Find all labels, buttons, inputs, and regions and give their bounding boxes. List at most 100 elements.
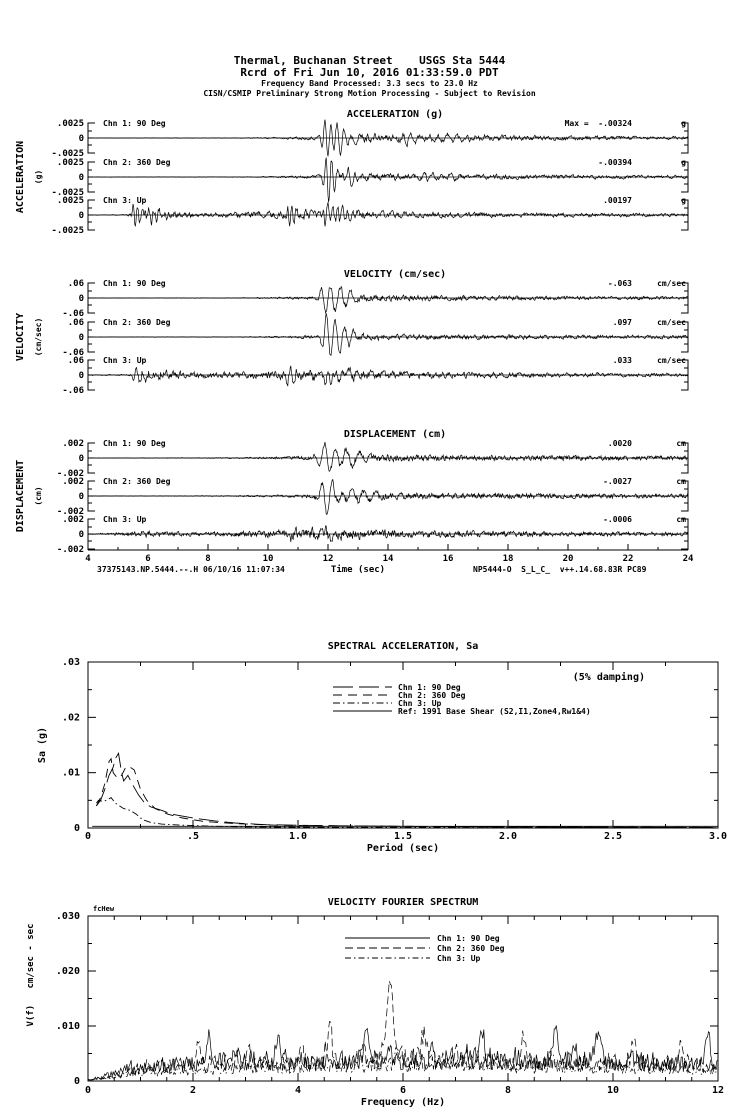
processing-code-footer: NP5444-O S_L_C_ v++.14.68.83R PC89 [473, 565, 647, 574]
group-title: DISPLACEMENT (cm) [344, 429, 446, 440]
scale-top-label: .0025 [57, 158, 84, 168]
fourier-x-tick: 2 [190, 1085, 196, 1096]
scale-top-label: .06 [68, 356, 84, 366]
time-tick-label: 24 [683, 554, 694, 564]
waveform-trace [88, 119, 689, 157]
sa-x-tick: 0 [85, 831, 91, 842]
time-tick-label: 4 [85, 554, 91, 564]
sa-x-tick: 1.0 [289, 831, 307, 842]
scale-bottom-label: -.002 [57, 469, 84, 479]
group-title: VELOCITY (cm/sec) [344, 269, 446, 280]
fourier-x-axis-label: Frequency (Hz) [361, 1097, 445, 1108]
sa-x-axis-label: Period (sec) [367, 842, 439, 854]
scale-top-label: .0025 [57, 196, 84, 206]
legend-entry: Chn 1: 90 Deg [398, 683, 461, 692]
waveform-trace [87, 202, 689, 227]
scale-top-label: .002 [62, 515, 84, 525]
legend-entry: Chn 3: Up [437, 954, 481, 963]
scale-top-label: .06 [68, 318, 84, 328]
waveform-trace [88, 365, 689, 387]
scale-bottom-label: -.0025 [51, 226, 84, 236]
channel-label: Chn 2: 360 Deg [103, 158, 171, 167]
fourier-curve [88, 1025, 718, 1081]
fourier-title: VELOCITY FOURIER SPECTRUM [328, 897, 479, 908]
side-axis-unit: (cm) [34, 486, 43, 505]
fourier-curve [88, 980, 718, 1081]
channel-label: Chn 3: Up [103, 356, 147, 365]
peak-unit: g [681, 196, 686, 205]
sa-curve [96, 796, 718, 829]
scale-zero-label: 0 [79, 211, 84, 221]
channel-label: Chn 1: 90 Deg [103, 439, 166, 448]
legend-entry: Chn 3: Up [398, 699, 442, 708]
sa-y-tick: .03 [62, 657, 80, 668]
time-tick-label: 6 [145, 554, 150, 564]
sa-x-tick: 2.5 [604, 831, 622, 842]
channel-label: Chn 1: 90 Deg [103, 119, 166, 128]
side-axis-unit: (g) [34, 170, 43, 184]
peak-unit: cm [676, 477, 686, 486]
sa-x-tick: .5 [187, 831, 199, 842]
sa-title: SPECTRAL ACCELERATION, Sa [328, 641, 479, 652]
scale-zero-label: 0 [79, 173, 84, 183]
waveform-trace [87, 525, 688, 542]
scale-zero-label: 0 [79, 333, 84, 343]
scale-zero-label: 0 [79, 294, 84, 304]
peak-unit: cm/sec [657, 279, 686, 288]
peak-unit: g [681, 158, 686, 167]
side-axis-unit: (cm/sec) [34, 318, 43, 357]
scale-bottom-label: -.002 [57, 507, 84, 517]
damping-annotation: (5% damping) [573, 671, 645, 683]
scale-bottom-label: -.002 [57, 545, 84, 555]
waveform-trace [87, 285, 689, 315]
legend-entry: Ref: 1991 Base Shear (S2,I1,Zone4,Rw1&4) [398, 707, 591, 716]
side-axis-label: VELOCITY [15, 313, 26, 361]
peak-unit: cm [676, 439, 686, 448]
peak-value: .0020 [608, 439, 632, 448]
right-scale-bracket [681, 359, 689, 391]
time-tick-label: 20 [563, 554, 574, 564]
scale-top-label: .002 [62, 477, 84, 487]
scale-zero-label: 0 [79, 530, 84, 540]
sa-y-axis-label: Sa (g) [37, 727, 48, 763]
fourier-y-tick: 0 [74, 1076, 80, 1087]
processing-disclaimer: CISN/CSMIP Preliminary Strong Motion Pro… [203, 89, 536, 98]
fourier-x-tick: 6 [400, 1085, 406, 1096]
peak-value: -.0006 [603, 515, 632, 524]
cutoff-frequency-note: fcHew [93, 905, 115, 913]
peak-unit: cm/sec [657, 356, 686, 365]
scale-zero-label: 0 [79, 134, 84, 144]
legend-entry: Chn 2: 360 Deg [437, 944, 505, 953]
fourier-y-tick: .030 [56, 911, 80, 922]
fourier-y-axis-label: V(f) cm/sec - sec [26, 924, 36, 1027]
plot-frame [87, 915, 719, 1082]
time-tick-label: 18 [503, 554, 514, 564]
peak-unit: cm [676, 515, 686, 524]
peak-value: .033 [613, 356, 632, 365]
sa-y-tick: 0 [74, 823, 80, 834]
waveform-trace [87, 441, 689, 472]
time-tick-label: 14 [383, 554, 394, 564]
fourier-curve [88, 1047, 718, 1081]
fourier-x-tick: 10 [607, 1085, 619, 1096]
right-scale-bracket [681, 518, 689, 550]
fourier-y-tick: .020 [56, 966, 80, 977]
peak-value: Max = -.00324 [565, 119, 633, 128]
time-axis-label: Time (sec) [331, 564, 385, 575]
peak-value: -.063 [608, 279, 632, 288]
record-id-footer: 37375143.NP.5444.--.H 06/10/16 11:07:34 [97, 565, 285, 574]
channel-label: Chn 2: 360 Deg [103, 477, 171, 486]
peak-value: .097 [613, 318, 632, 327]
scale-bottom-label: -.0025 [51, 188, 84, 198]
time-tick-label: 10 [263, 554, 274, 564]
record-timestamp: Rcrd of Fri Jun 10, 2016 01:33:59.0 PDT [240, 66, 499, 79]
waveform-trace [87, 478, 689, 515]
scale-top-label: .06 [68, 279, 84, 289]
sa-curve [96, 751, 718, 828]
scale-zero-label: 0 [79, 492, 84, 502]
scale-zero-label: 0 [79, 454, 84, 464]
fourier-x-tick: 4 [295, 1085, 301, 1096]
right-scale-bracket [681, 282, 689, 314]
peak-value: -.00394 [598, 158, 632, 167]
